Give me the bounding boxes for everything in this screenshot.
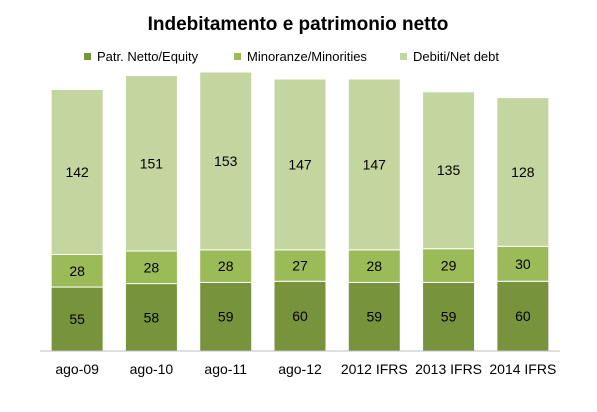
value-label-3-7: 128	[511, 164, 535, 180]
value-label-3-3: 153	[214, 153, 238, 169]
bar-2-3	[199, 249, 253, 283]
bar-2-7	[496, 245, 550, 282]
bar-3-4	[273, 78, 327, 251]
legend-label-1: Patr. Netto/Equity	[97, 49, 199, 64]
legend: Patr. Netto/Equity Minoranze/Minorities De…	[84, 49, 499, 64]
category-label-5: 2012 IFRS	[341, 361, 408, 377]
value-label-3-5: 147	[363, 156, 387, 172]
bar-2-6	[422, 248, 476, 283]
category-label-1: ago-09	[55, 361, 99, 377]
value-label-1-3: 59	[218, 309, 234, 325]
value-label-1-5: 59	[366, 309, 382, 325]
bar-3-6	[422, 91, 476, 250]
category-label-7: 2014 IFRS	[489, 361, 556, 377]
value-label-2-6: 29	[441, 258, 457, 274]
legend-label-3: Debiti/Net debt	[413, 49, 499, 64]
bar-1-2	[124, 283, 178, 352]
value-label-3-6: 135	[437, 162, 461, 178]
legend-label-2: Minoranze/Minorities	[247, 49, 367, 64]
category-label-4: ago-12	[278, 361, 322, 377]
bar-1-6	[422, 281, 476, 352]
bar-3-5	[347, 78, 401, 251]
category-label-6: 2013 IFRS	[415, 361, 482, 377]
bar-3-7	[496, 97, 550, 247]
value-label-3-4: 147	[288, 156, 312, 172]
category-label-2: ago-10	[130, 361, 174, 377]
bar-1-7	[496, 280, 550, 352]
category-label-3: ago-11	[204, 361, 247, 377]
value-label-2-3: 28	[218, 258, 234, 274]
category-labels: ago-09 ago-10 ago-11 ago-12 2012 IFRS 2013 IF…	[55, 361, 556, 377]
value-label-2-1: 28	[69, 263, 85, 279]
value-label-2-4: 27	[292, 258, 308, 274]
value-label-2-5: 28	[366, 258, 382, 274]
value-labels: 55 28 142 58 28 151 59 28 153 60 27 147 59 28 147 59 29 1…	[65, 153, 534, 327]
bar-3-3	[199, 71, 253, 251]
legend-swatch-1	[84, 53, 91, 60]
bar-3-1	[50, 88, 104, 256]
value-label-3-2: 151	[140, 155, 164, 171]
legend-swatch-3	[400, 53, 407, 60]
bar-2-1	[50, 254, 104, 288]
value-label-1-4: 60	[292, 308, 308, 324]
value-label-1-1: 55	[69, 311, 85, 327]
bar-2-2	[124, 250, 178, 285]
bar-2-4	[273, 249, 327, 282]
bar-3-2	[124, 74, 178, 252]
value-label-2-7: 30	[515, 256, 531, 272]
bar-1-1	[50, 286, 104, 352]
value-label-1-6: 59	[441, 309, 457, 325]
value-label-3-1: 142	[65, 164, 89, 180]
legend-swatch-2	[234, 53, 241, 60]
bars	[50, 71, 550, 352]
value-label-2-2: 28	[144, 259, 160, 275]
bar-1-4	[273, 280, 327, 352]
value-label-1-7: 60	[515, 308, 531, 324]
value-label-1-2: 58	[144, 309, 160, 325]
chart-title: Indebitamento e patrimonio netto	[148, 14, 449, 35]
